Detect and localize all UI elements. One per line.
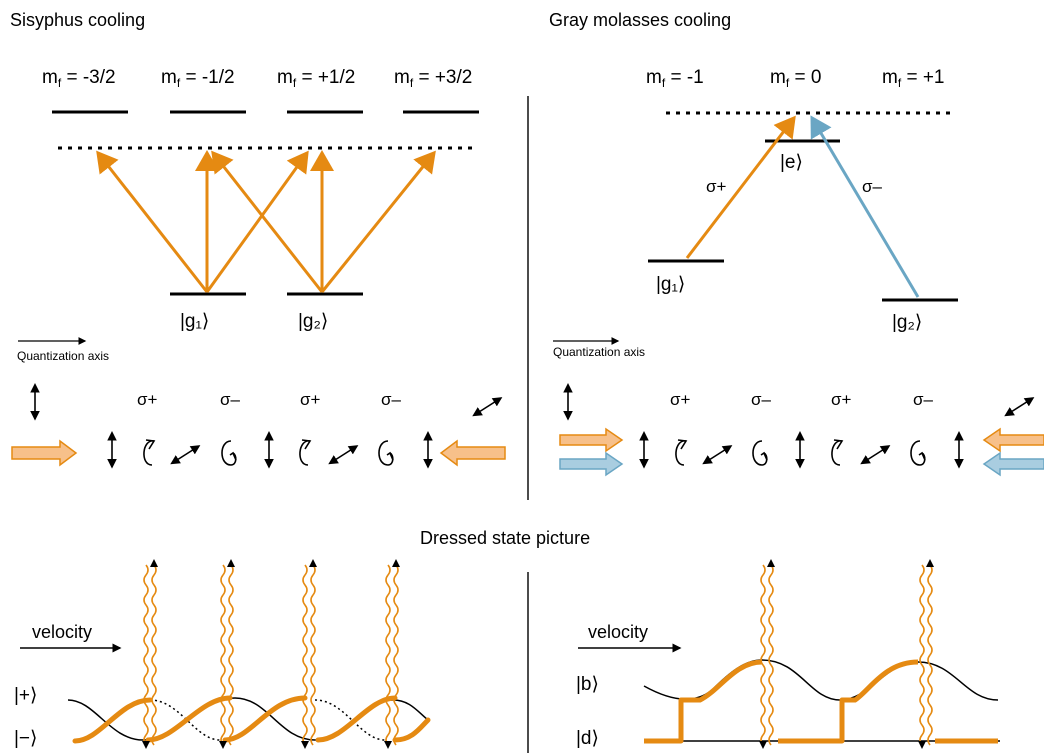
beam-arrow-right-orange — [11, 439, 78, 467]
mf-label: mf = +1/2 — [277, 67, 355, 90]
beam-arrow-right-orange — [559, 427, 624, 453]
dressed-left: velocity |+⟩ |−⟩ — [14, 559, 431, 749]
beam-arrow-right-blue — [559, 451, 624, 477]
title-gray-molasses: Gray molasses cooling — [549, 10, 731, 30]
polarization-label: σ– — [751, 390, 771, 409]
mf-label: mf = 0 — [770, 67, 821, 90]
photon-pair — [219, 559, 235, 749]
gray-sigma-minus-label: σ– — [862, 177, 882, 196]
title-sisyphus: Sisyphus cooling — [10, 10, 145, 30]
circular-left-icon — [378, 440, 394, 466]
photon-pair — [142, 559, 158, 749]
photon-pair — [759, 559, 775, 749]
beam-arrow-left-orange — [439, 439, 506, 467]
linear-diagonal-icon — [1011, 398, 1033, 412]
circular-right-icon — [831, 439, 843, 466]
ket-d: |d⟩ — [576, 728, 599, 749]
gray-mf-labels: mf = -1 mf = 0 mf = +1 — [646, 67, 945, 90]
polarization-row-left: σ+ σ– σ+ σ– — [11, 390, 506, 467]
linear-diagonal-icon — [709, 446, 731, 460]
dressed-path-orange — [72, 695, 431, 744]
ket-b: |b⟩ — [576, 674, 599, 695]
sisyphus-transition-arrows — [96, 150, 436, 293]
polarization-label: σ– — [913, 390, 933, 409]
gray-sigma-minus-arrow — [810, 115, 920, 298]
mf-label: mf = -3/2 — [42, 67, 116, 90]
dressed-curve-dotted — [314, 699, 386, 741]
polarization-row-right: σ+ σ– σ+ σ– — [559, 390, 1044, 477]
mf-label: mf = -1 — [646, 67, 704, 90]
beam-arrow-left-orange — [982, 427, 1044, 453]
gray-sigma-plus-arrow — [685, 115, 796, 259]
ket-g1-sisyphus: |g₁⟩ — [180, 311, 209, 332]
ket-g2-sisyphus: |g₂⟩ — [298, 311, 328, 332]
ket-g2-gray: |g₂⟩ — [892, 312, 922, 333]
dressed-right: velocity |b⟩ |d⟩ — [576, 559, 1000, 749]
linear-diagonal-icon — [867, 446, 889, 460]
polarization-label: σ– — [220, 390, 240, 409]
ket-plus: |+⟩ — [14, 685, 37, 706]
mf-label: mf = +1 — [882, 67, 945, 90]
title-dressed-state: Dressed state picture — [420, 528, 590, 548]
polarization-label: σ+ — [670, 390, 690, 409]
dressed-curve-dotted — [149, 699, 221, 741]
ket-e: |e⟩ — [780, 152, 803, 173]
photon-pair — [301, 559, 317, 749]
circular-right-icon — [675, 439, 687, 466]
photon-pair — [384, 559, 400, 749]
polarization-label: σ+ — [831, 390, 851, 409]
ket-g1-gray: |g₁⟩ — [656, 274, 685, 295]
sisyphus-mf-labels: mf = -3/2 mf = -1/2 mf = +1/2 mf = +3/2 — [42, 67, 472, 90]
polarization-label: σ+ — [300, 390, 320, 409]
dressed-path-orange — [778, 659, 919, 744]
quantization-axis-label-right: Quantization axis — [553, 345, 645, 359]
ket-minus: |−⟩ — [14, 728, 37, 749]
quantization-axis-label-left: Quantization axis — [17, 349, 109, 363]
velocity-label-left: velocity — [32, 622, 92, 642]
polarization-label: σ– — [381, 390, 401, 409]
linear-diagonal-icon — [335, 446, 357, 460]
mf-label: mf = -1/2 — [161, 67, 235, 90]
dressed-path-orange — [644, 659, 763, 744]
dressed-curve-bright — [643, 659, 999, 701]
beam-arrow-left-blue — [982, 451, 1044, 477]
gray-sigma-plus-label: σ+ — [706, 177, 726, 196]
circular-left-icon — [910, 440, 926, 466]
velocity-label-right: velocity — [588, 622, 648, 642]
circular-left-icon — [752, 440, 768, 466]
mf-label: mf = +3/2 — [394, 67, 472, 90]
circular-right-icon — [143, 439, 155, 466]
polarization-label: σ+ — [137, 390, 157, 409]
linear-diagonal-icon — [177, 446, 199, 460]
linear-diagonal-icon — [479, 398, 501, 412]
circular-left-icon — [221, 440, 237, 466]
circular-right-icon — [299, 439, 311, 466]
photon-pair — [918, 559, 934, 749]
